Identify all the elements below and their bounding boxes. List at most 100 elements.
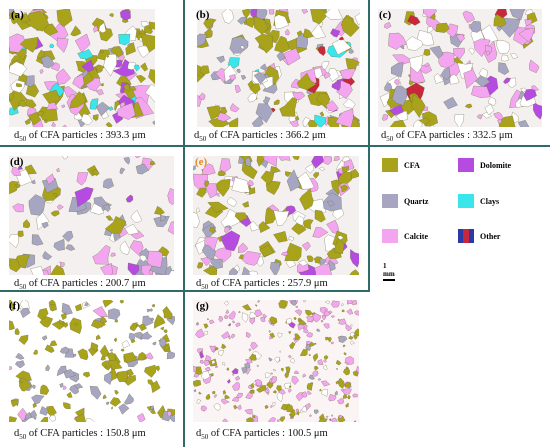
particle: [125, 194, 134, 203]
particle: [342, 388, 352, 395]
particle: [30, 266, 45, 275]
particle: [59, 382, 64, 388]
particle: [150, 317, 155, 322]
particle: [510, 53, 519, 60]
particle: [25, 83, 40, 98]
particle: [337, 398, 345, 405]
particle: [199, 65, 210, 75]
particle: [493, 112, 504, 121]
particle: [276, 385, 282, 392]
micrograph-c: [378, 9, 542, 127]
particle: [321, 9, 328, 12]
particle: [216, 55, 225, 63]
particle: [320, 319, 324, 323]
particle: [222, 418, 228, 422]
particle: [290, 409, 296, 418]
particle: [423, 49, 431, 56]
particle: [93, 24, 99, 33]
particle: [126, 368, 134, 377]
particle: [342, 394, 348, 399]
particle: [306, 316, 314, 323]
particle: [517, 120, 530, 127]
particle: [336, 368, 339, 371]
particle: [241, 367, 248, 374]
particle: [209, 345, 217, 352]
particle: [49, 415, 56, 422]
legend-swatch-quartz: [382, 194, 398, 208]
particle: [338, 170, 352, 184]
particle: [338, 414, 343, 419]
particle: [218, 350, 225, 356]
particle: [350, 324, 353, 327]
particle: [201, 163, 216, 175]
particle: [114, 390, 119, 395]
particle: [24, 164, 37, 175]
scale-bar-line: [383, 279, 395, 281]
particle: [306, 383, 313, 391]
particle: [418, 117, 430, 125]
particle: [471, 85, 491, 98]
particle: [149, 160, 156, 165]
particle: [9, 107, 19, 116]
particle: [323, 309, 332, 317]
particle: [211, 359, 216, 365]
particle: [204, 236, 219, 252]
particle: [231, 320, 236, 324]
particle: [204, 180, 209, 188]
particle: [338, 381, 341, 384]
particle: [77, 49, 94, 60]
particle: [303, 300, 306, 303]
particle: [39, 406, 49, 416]
particle: [286, 169, 301, 192]
particle: [254, 304, 258, 307]
particle: [238, 311, 241, 313]
particle: [203, 331, 208, 335]
particle: [330, 300, 340, 308]
particle: [509, 9, 526, 20]
particle: [62, 322, 69, 328]
particle: [487, 97, 497, 107]
particle: [163, 329, 168, 334]
particle: [297, 171, 315, 190]
particle: [205, 393, 211, 400]
particle: [17, 308, 22, 312]
particle: [289, 385, 292, 388]
particle: [134, 331, 143, 341]
particle: [356, 365, 359, 374]
particle: [37, 308, 49, 321]
particle: [311, 156, 324, 169]
legend-swatch-calcite: [382, 229, 398, 243]
particle: [9, 366, 13, 371]
particle: [228, 117, 239, 127]
particle: [264, 404, 269, 410]
particle: [256, 365, 259, 368]
particle: [9, 258, 21, 273]
particle: [523, 89, 537, 101]
particle: [58, 319, 64, 325]
particle: [24, 117, 31, 125]
particle: [256, 156, 264, 167]
particle: [51, 321, 67, 330]
particle: [218, 315, 224, 323]
particle: [199, 359, 204, 364]
legend-item-dolomite: Dolomite: [458, 158, 511, 172]
particle: [150, 405, 154, 410]
particle: [269, 316, 278, 325]
particle: [391, 85, 408, 106]
particle: [45, 364, 50, 371]
divider-vertical-left: [183, 0, 185, 447]
particle: [9, 300, 16, 309]
particle: [302, 373, 307, 378]
particle: [207, 318, 210, 320]
particle: [17, 230, 24, 238]
particle: [160, 214, 166, 222]
particle: [334, 238, 345, 255]
particle: [317, 46, 326, 56]
particle: [290, 300, 297, 306]
particle: [314, 342, 317, 345]
particle: [312, 353, 319, 362]
particle: [325, 415, 329, 418]
particle: [524, 18, 532, 27]
particle: [114, 319, 118, 323]
caption-g: d50 of CFA particles : 100.5 μm: [196, 428, 328, 442]
